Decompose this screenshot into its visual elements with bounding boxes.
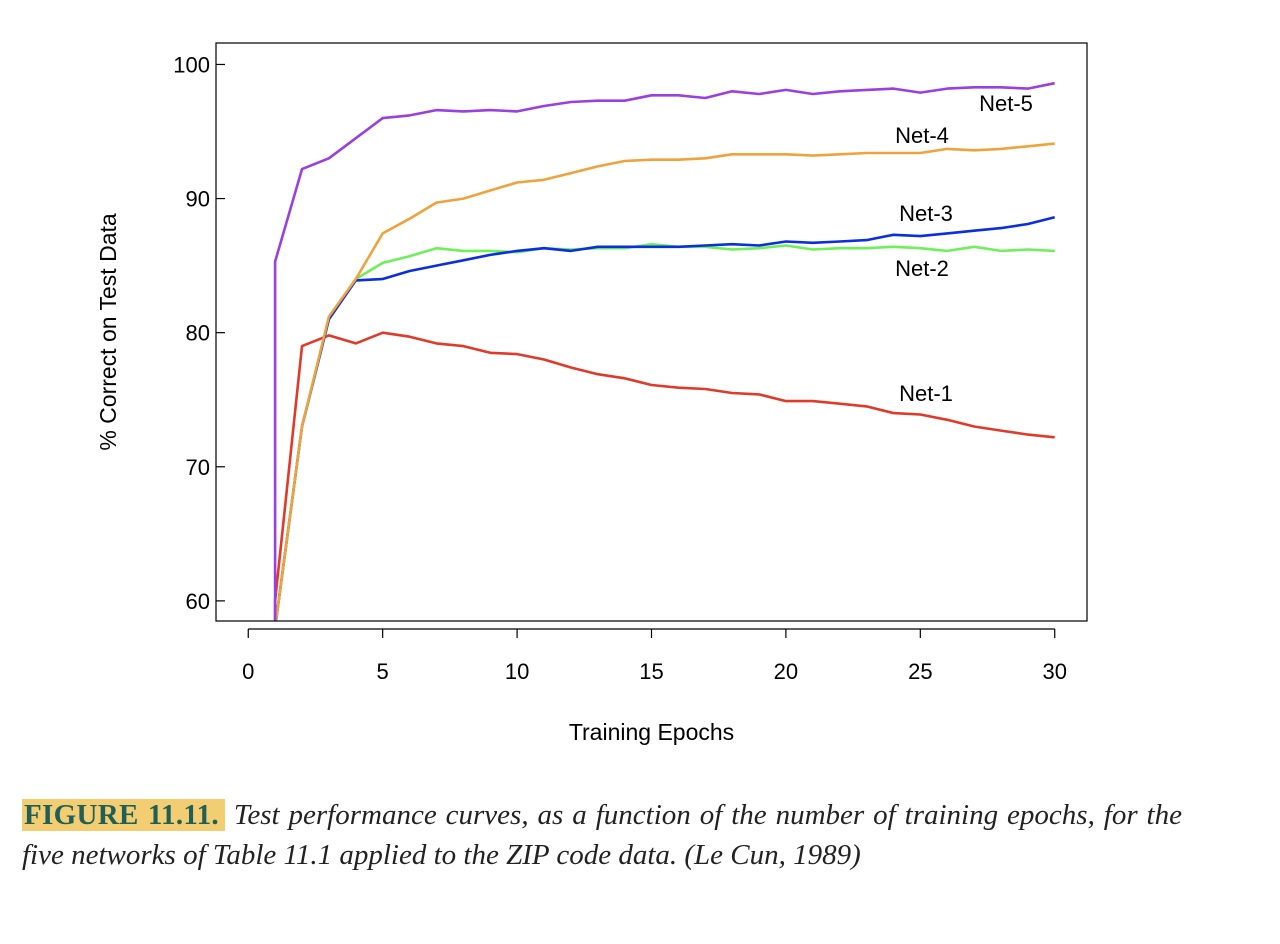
series-lines [273, 81, 1056, 621]
series-line-net-2 [274, 242, 1055, 621]
x-tick-label: 25 [908, 659, 932, 684]
series-labels: Net-1 Net-2 Net-3 Net-4 Net-5 [895, 91, 1033, 406]
figure-caption: FIGURE 11.11. Test performance curves, a… [22, 795, 1182, 875]
series-label-net-4: Net-4 [895, 123, 949, 148]
series-label-net-3: Net-3 [899, 201, 953, 226]
y-tick-label: 60 [186, 589, 210, 614]
series-label-net-5: Net-5 [979, 91, 1033, 116]
series-label-net-1: Net-1 [899, 381, 953, 406]
series-label-net-2: Net-2 [895, 256, 949, 281]
series-line-net-5 [273, 81, 1055, 621]
y-tick-label: 100 [173, 52, 210, 77]
y-tick-label: 90 [186, 187, 210, 212]
series-line-net-3 [274, 216, 1056, 621]
figure-caption-text: Test performance curves, as a function o… [22, 799, 1182, 871]
series-line-net-1 [273, 331, 1055, 621]
y-tick-label: 70 [186, 455, 210, 480]
figure-label: FIGURE 11.11. [22, 799, 225, 831]
y-tick-label: 80 [186, 321, 210, 346]
x-tick-label: 0 [242, 659, 254, 684]
series-line-net-4 [274, 142, 1055, 621]
chart: 0 5 10 15 20 25 30 60 70 80 90 100 Net-1 Net-2 Net-3… [95, 42, 1088, 745]
y-axis: 60 70 80 90 100 [173, 52, 225, 614]
y-axis-title: % Correct on Test Data [95, 213, 121, 451]
x-axis-title: Training Epochs [569, 719, 734, 745]
x-tick-label: 15 [639, 659, 663, 684]
x-tick-label: 30 [1042, 659, 1066, 684]
x-axis: 0 5 10 15 20 25 30 [242, 628, 1067, 684]
x-tick-label: 5 [377, 659, 389, 684]
x-tick-label: 10 [505, 659, 529, 684]
plot-frame [215, 42, 1088, 622]
x-tick-label: 20 [774, 659, 798, 684]
